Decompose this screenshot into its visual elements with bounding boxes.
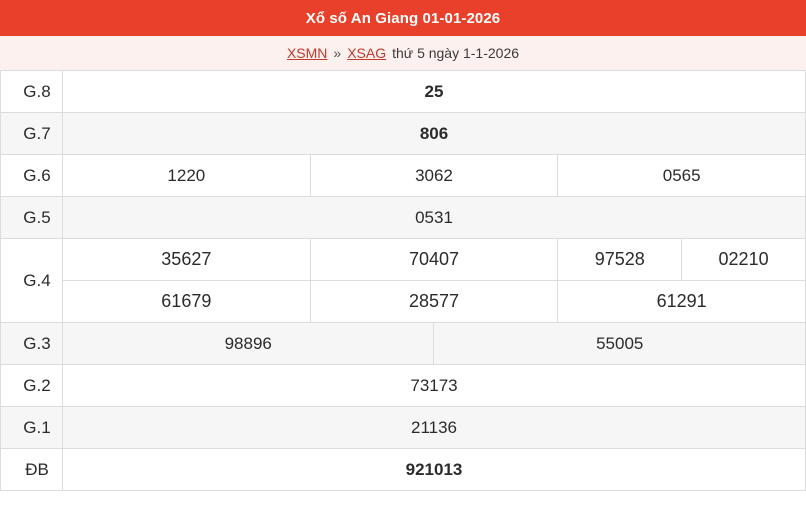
breadcrumb-date: thứ 5 ngày 1-1-2026 [392,45,520,61]
prize-label-g5: G.5 [0,196,63,239]
prize-value-g8-1: 25 [62,70,806,113]
table-row-g6: G.6 1220 3062 0565 [0,154,806,197]
breadcrumb-link-xsag[interactable]: XSAG [347,45,387,61]
prize-value-g5-1: 0531 [62,196,806,239]
prize-value-g3-2: 55005 [433,322,806,365]
prize-value-db-1: 921013 [62,448,806,491]
prize-value-g4-2: 70407 [309,238,559,281]
prize-label-g2: G.2 [0,364,63,407]
table-row-g1: G.1 21136 [0,406,806,449]
table-row-g5: G.5 0531 [0,196,806,239]
prize-value-g6-1: 1220 [62,154,311,197]
page-title: Xổ số An Giang 01-01-2026 [0,0,806,36]
breadcrumb-link-xsmn[interactable]: XSMN [286,45,328,61]
prize-value-g4-6: 28577 [309,280,559,323]
prize-value-g4-7: 61291 [557,280,806,323]
prize-label-g6: G.6 [0,154,63,197]
prize-value-g4-3: 97528 [557,238,683,281]
table-row-g7: G.7 806 [0,112,806,155]
prize-label-g1: G.1 [0,406,63,449]
table-row-g4-top: G.4 35627 70407 97528 02210 [0,238,806,323]
prize-value-g3-1: 98896 [61,322,435,365]
prize-label-db: ĐB [0,448,63,491]
prize-label-g7: G.7 [0,112,63,155]
prize-label-g4: G.4 [0,238,63,323]
prize-value-g2-1: 73173 [62,364,806,407]
table-row-g4-bottom: 61679 28577 61291 [1,280,806,323]
breadcrumb-separator: » [333,45,342,61]
prize-value-g6-2: 3062 [309,154,559,197]
prize-value-g6-3: 0565 [557,154,806,197]
prize-value-g4-5: 61679 [62,280,311,323]
table-row-g2: G.2 73173 [0,364,806,407]
results-table: G.8 25 G.7 806 G.6 1220 3062 0565 G.5 05… [0,70,806,491]
table-row-g8: G.8 25 [0,70,806,113]
prize-value-g4-1: 35627 [62,238,311,281]
breadcrumb: XSMN » XSAG thứ 5 ngày 1-1-2026 [0,36,806,70]
prize-value-g4-4: 02210 [681,238,806,281]
page-title-text: Xổ số An Giang 01-01-2026 [305,9,501,27]
prize-label-g8: G.8 [0,70,63,113]
prize-value-g7-1: 806 [62,112,806,155]
prize-value-g1-1: 21136 [62,406,806,449]
prize-label-g3: G.3 [0,322,63,365]
table-row-db: ĐB 921013 [0,448,806,491]
table-row-g3: G.3 98896 55005 [0,322,806,365]
